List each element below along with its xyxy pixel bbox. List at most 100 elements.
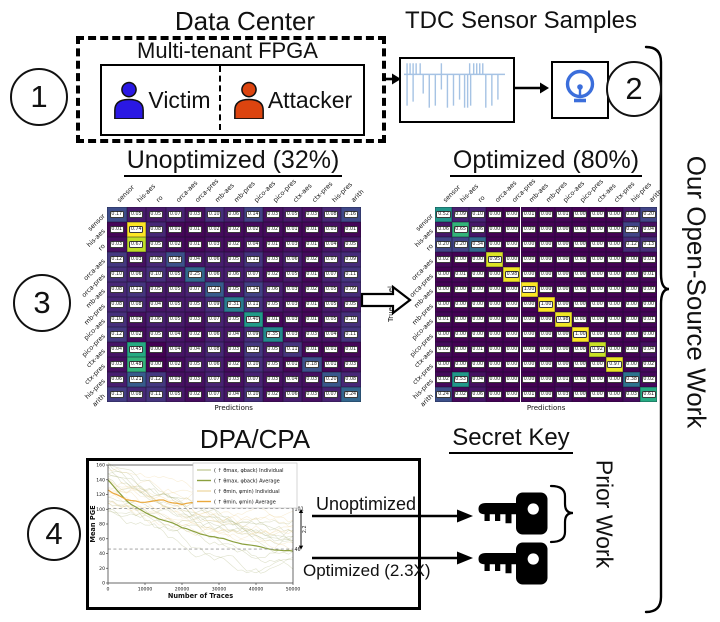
matrix-cell-value: 0.00 bbox=[556, 285, 571, 294]
matrix-cell-value: 0.00 bbox=[504, 300, 520, 309]
matrix-cell: 0.00 bbox=[606, 327, 624, 342]
matrix-cell-value: 0.06 bbox=[207, 360, 222, 369]
matrix-cell-value: 0.00 bbox=[504, 360, 520, 369]
matrix-cell-value: 0.08 bbox=[148, 225, 163, 234]
pge-individual-trace bbox=[107, 496, 294, 574]
matrix-cell: 0.12 bbox=[107, 252, 127, 267]
matrix-cell-value: 0.00 bbox=[590, 270, 605, 279]
attacker-person-icon bbox=[233, 81, 264, 119]
matrix-cell: 0.03 bbox=[107, 237, 127, 252]
matrix-cell-value: 0.00 bbox=[607, 255, 622, 264]
matrix-cell: 0.14 bbox=[243, 282, 263, 297]
attacker-label: Attacker bbox=[267, 86, 353, 113]
matrix-cell-value: 0.03 bbox=[285, 285, 300, 294]
matrix-cell-value: 0.01 bbox=[556, 210, 571, 219]
matrix-cell-value: 0.03 bbox=[556, 390, 571, 399]
matrix-cell-value: 0.05 bbox=[148, 330, 163, 339]
matrix-cell: 0.00 bbox=[452, 297, 470, 312]
matrix-cell-value: 0.05 bbox=[265, 300, 280, 309]
matrix-cell: 0.03 bbox=[204, 237, 224, 252]
matrix-cell: 0.00 bbox=[571, 252, 589, 267]
matrix-cell: 0.07 bbox=[165, 207, 185, 222]
matrix-cell-value: 0.14 bbox=[246, 210, 261, 219]
matrix-cell-value: 0.05 bbox=[148, 240, 163, 249]
matrix-cell-value: 0.04 bbox=[285, 375, 300, 384]
matrix-cell-value: 0.00 bbox=[148, 345, 163, 354]
matrix-cell: 0.05 bbox=[263, 297, 283, 312]
matrix-cell: 0.10 bbox=[107, 312, 127, 327]
matrix-cell: 0.07 bbox=[321, 267, 341, 282]
matrix-cell: 0.24 bbox=[341, 387, 361, 402]
matrix-cell-value: 0.03 bbox=[324, 225, 339, 234]
matrix-cell: 0.05 bbox=[263, 357, 283, 372]
matrix-cell-value: 0.05 bbox=[343, 240, 358, 249]
matrix-col-label: ctx-pres bbox=[310, 180, 335, 204]
matrix-cell: 0.00 bbox=[571, 372, 589, 387]
matrix-cell-value: 0.02 bbox=[436, 255, 451, 264]
matrix-cell: 0.03 bbox=[263, 207, 283, 222]
matrix-cell: 0.03 bbox=[302, 387, 322, 402]
matrix-cell-value: 0.02 bbox=[453, 390, 468, 399]
matrix-cell-value: 0.07 bbox=[207, 375, 222, 384]
matrix-cell: 0.03 bbox=[341, 357, 361, 372]
matrix-cell: 0.00 bbox=[554, 297, 572, 312]
matrix-cell-value: 0.00 bbox=[436, 300, 451, 309]
matrix-cell-value: 0.00 bbox=[487, 345, 502, 354]
matrix-cell: 0.01 bbox=[165, 222, 185, 237]
matrix-cell-value: 0.11 bbox=[285, 345, 300, 354]
matrix-cell: 0.34 bbox=[469, 237, 487, 252]
matrix-cell-value: 0.07 bbox=[324, 390, 339, 399]
matrix-cell-value: 0.17 bbox=[109, 210, 124, 219]
matrix-cell-value: 0.00 bbox=[573, 240, 588, 249]
matrix-cell-value: 0.04 bbox=[226, 390, 241, 399]
matrix-cell: 0.00 bbox=[606, 297, 624, 312]
matrix-cell-value: 0.25 bbox=[187, 270, 202, 279]
matrix-cell: 0.53 bbox=[452, 372, 470, 387]
matrix-cell: 0.00 bbox=[520, 222, 538, 237]
matrix-cell-value: 0.03 bbox=[109, 360, 124, 369]
matrix-cell: 0.00 bbox=[520, 327, 538, 342]
matrix-cell: 0.03 bbox=[321, 222, 341, 237]
pge-reference-label: 46 bbox=[295, 547, 301, 553]
matrix-cell: 0.00 bbox=[435, 297, 453, 312]
matrix-cell-value: 0.03 bbox=[265, 255, 280, 264]
matrix-cell: 0.00 bbox=[486, 312, 504, 327]
matrix-cell-value: 0.02 bbox=[168, 360, 183, 369]
pge-individual-trace bbox=[107, 499, 294, 542]
matrix-cell-value: 0.06 bbox=[470, 225, 485, 234]
matrix-cell: 0.02 bbox=[435, 372, 453, 387]
matrix-cell: 0.03 bbox=[282, 237, 302, 252]
matrix-cell-value: 0.06 bbox=[207, 255, 222, 264]
matrix-cell: 0.21 bbox=[126, 372, 146, 387]
matrix-cell-value: 1.00 bbox=[521, 285, 537, 294]
matrix-cell-value: 0.00 bbox=[470, 285, 485, 294]
matrix-cell-value: 0.00 bbox=[590, 255, 605, 264]
matrix-cell: 0.00 bbox=[469, 267, 487, 282]
pge-ytick: 60 bbox=[99, 536, 105, 542]
matrix-cell-value: 0.00 bbox=[470, 315, 485, 324]
matrix-cell: 0.00 bbox=[537, 252, 555, 267]
matrix-cell: 0.06 bbox=[204, 267, 224, 282]
matrix-cell-value: 0.03 bbox=[285, 300, 300, 309]
matrix-cell: 0.10 bbox=[204, 207, 224, 222]
matrix-cell: 0.00 bbox=[554, 237, 572, 252]
matrix-cell: 0.00 bbox=[469, 282, 487, 297]
matrix-cell-value: 0.31 bbox=[226, 300, 241, 309]
matrix-cell-value: 0.98 bbox=[504, 270, 520, 279]
matrix-cell: 0.00 bbox=[503, 342, 521, 357]
prior-work-label: Prior Work bbox=[591, 459, 618, 569]
matrix-cell: 0.04 bbox=[321, 327, 341, 342]
matrix-cell-value: 0.06 bbox=[207, 270, 222, 279]
matrix-cell: 0.00 bbox=[146, 342, 166, 357]
matrix-cell: 0.11 bbox=[341, 267, 361, 282]
matrix-cell-value: 0.05 bbox=[265, 345, 280, 354]
matrix-cell-value: 0.03 bbox=[343, 360, 358, 369]
matrix-cell-value: 0.06 bbox=[470, 390, 485, 399]
matrix-cell-value: 0.01 bbox=[641, 255, 656, 264]
matrix-cell: 0.03 bbox=[224, 372, 244, 387]
matrix-cell-value: 0.05 bbox=[324, 285, 339, 294]
matrix-col-label: ro bbox=[154, 193, 165, 204]
pge-plot: 101 46 2.2 0 20 40 60 80 100 120 140 160 0 10000 20000… bbox=[89, 462, 308, 600]
matrix-cell-value: 0.03 bbox=[226, 345, 241, 354]
matrix-cell: 0.01 bbox=[341, 222, 361, 237]
